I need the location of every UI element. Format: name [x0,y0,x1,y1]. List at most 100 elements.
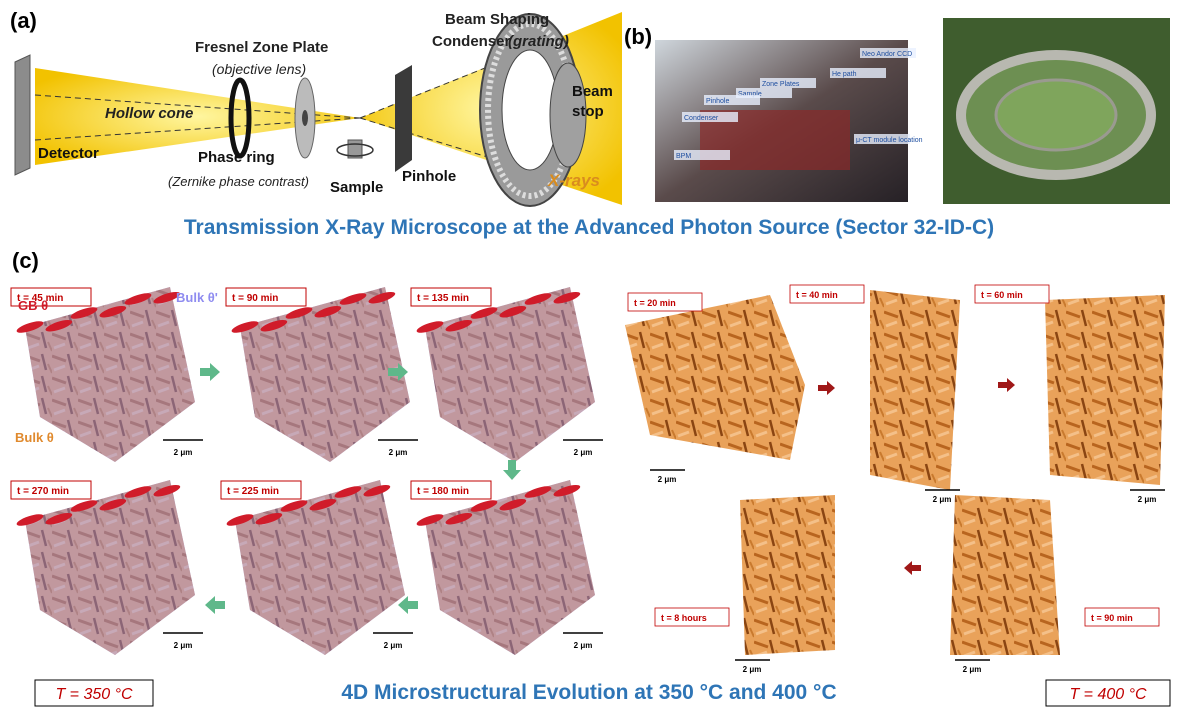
phase-annotation: Bulk θ [15,430,54,445]
gb-precipitate [285,307,313,319]
gb-precipitate [368,291,396,304]
scale-label: 2 μm [658,475,677,484]
scale-label: 2 μm [384,641,403,650]
photo-label-box [830,68,886,78]
theta-rods [235,480,405,655]
diagram-label: (objective lens) [212,61,306,77]
time-label: t = 180 min [417,486,469,497]
gb-precipitate [153,291,181,304]
gb-precipitate [16,514,44,526]
photo-label: Sample [738,91,762,98]
gb-precipitate [470,307,498,319]
diagram-label: Beam Shaping [445,11,549,28]
time-label: t = 90 min [1091,613,1133,623]
theta-rods [740,495,835,655]
photo-label: μ-CT module location [856,137,923,144]
theta-rods [625,295,805,460]
gb-precipitate [280,500,308,512]
gb-precipitate [499,498,527,511]
sequence-arrow [818,381,835,395]
diagram-label: X-rays [547,171,600,190]
time-box [789,284,865,304]
gb-precipitate [99,498,127,511]
photo-label: BPM [676,153,691,160]
photo-label-box [674,150,730,160]
time-label: t = 8 hours [661,613,707,623]
zone-plate-center [302,110,308,126]
time-label: t = 45 min [17,293,63,304]
gb-precipitate [124,486,152,498]
time-box [10,287,92,307]
gb-precipitate [445,512,473,525]
time-label: t = 90 min [232,293,278,304]
scale-label: 2 μm [574,641,593,650]
time-box [225,287,307,307]
gb-precipitate [260,319,288,332]
gb-precipitate [314,305,342,318]
diagram-label: stop [572,103,604,120]
photo-label: Zone Plates [762,81,800,88]
gb-precipitate [334,486,362,498]
diagram-label: Phase ring [198,149,275,166]
photo-label: Condenser [684,115,719,122]
gb-precipitate [499,305,527,318]
sequence-arrow [200,363,220,381]
diagram-label: Beam [572,83,613,100]
panel-label: (a) [10,8,37,33]
sequence-arrow [904,561,921,575]
photo-label: Neo Andor CCD [862,51,912,58]
diagram-label: Pinhole [402,168,456,185]
diagram-label: Condenser [432,33,511,50]
time-label: t = 20 min [634,298,676,308]
gb-precipitate [553,291,581,304]
time-box [10,480,92,500]
diagram-label: Hollow cone [105,105,193,122]
temp-label: T = 400 °C [1069,686,1147,703]
gb-precipitate [226,514,254,526]
photo-label-box [860,48,916,58]
photo-label-box [736,88,792,98]
gb-precipitate [16,321,44,333]
diagram-label: Detector [38,145,99,162]
phase-annotation: GB θ [18,298,48,313]
gb-precipitate [45,512,73,525]
photo-label-box [854,134,910,144]
phase-annotation: Bulk θ' [176,290,218,305]
gb-precipitate [70,307,98,319]
caption: Transmission X-Ray Microscope at the Adv… [184,216,994,239]
gb-precipitate [524,486,552,498]
photo-label-box [760,78,816,88]
gb-precipitate [124,293,152,305]
scale-label: 2 μm [174,641,193,650]
aps-inner [994,78,1118,152]
theta-rods [1045,295,1165,485]
time-box [410,480,492,500]
theta-rods [425,287,595,462]
sequence-arrow [998,378,1015,392]
scale-label: 2 μm [174,448,193,457]
theta-rods [425,480,595,655]
sequence-arrow [503,460,521,480]
gb-precipitate [363,484,391,497]
gb-precipitate [445,319,473,332]
time-box [654,607,730,627]
gb-precipitate [45,319,73,332]
gb-precipitate [153,484,181,497]
sequence-arrow [205,596,225,614]
temp-label: T = 350 °C [55,686,133,703]
time-box [974,284,1050,304]
scale-label: 2 μm [574,448,593,457]
caption: 4D Microstructural Evolution at 350 °C a… [341,681,836,704]
time-label: t = 135 min [417,293,469,304]
scale-label: 2 μm [389,448,408,457]
time-label: t = 40 min [796,290,838,300]
diagram-label: (grating) [508,33,569,50]
pinhole [395,65,412,172]
sequence-arrow [388,363,408,381]
gb-precipitate [255,512,283,525]
photo-label: He path [832,71,857,78]
detector [14,54,31,176]
theta-rods [950,495,1060,655]
photo-label-box [704,95,760,105]
